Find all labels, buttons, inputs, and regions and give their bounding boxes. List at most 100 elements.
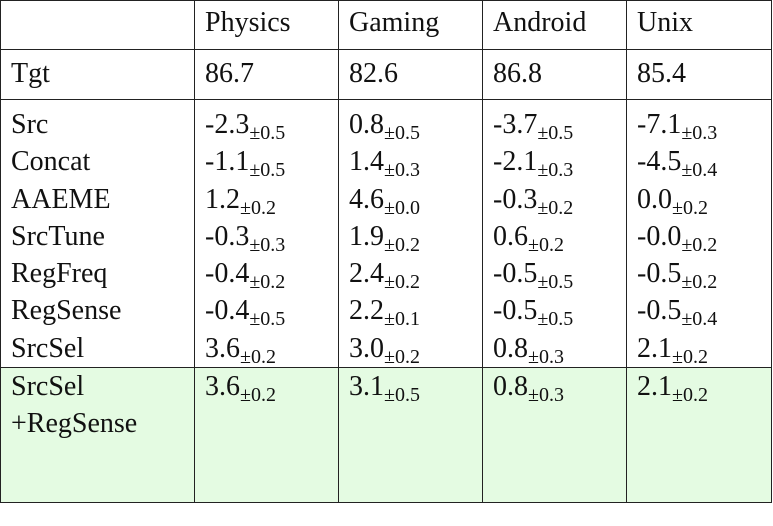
cell: -4.5±0.4 bbox=[626, 143, 772, 182]
cell-value: -0.4 bbox=[205, 258, 250, 290]
cell-std: ±0.2 bbox=[249, 271, 286, 294]
cell: -0.4±0.5 bbox=[194, 292, 339, 331]
row-label: Tgt bbox=[0, 49, 195, 100]
row-label: Concat bbox=[0, 143, 195, 181]
cell-value: -2.3 bbox=[205, 109, 250, 140]
row-label: SrcSel +RegSense bbox=[0, 367, 195, 504]
cell-std: ±0.2 bbox=[681, 233, 718, 256]
cell-std: ±0.2 bbox=[672, 345, 708, 368]
cell: 1.9±0.2 bbox=[338, 217, 483, 256]
cell-value: -0.5 bbox=[637, 258, 682, 290]
cell: -0.5±0.5 bbox=[482, 292, 627, 331]
cell: -1.1±0.5 bbox=[194, 143, 339, 181]
header-cell-physics: Physics bbox=[194, 0, 339, 50]
table-row: SrcSel 3.6±0.2 3.0±0.2 0.8±0.3 2.1±0.2 bbox=[0, 329, 772, 368]
cell-std: ±0.5 bbox=[249, 308, 286, 331]
cell-std: ±0.3 bbox=[528, 345, 564, 368]
row-label: SrcTune bbox=[0, 217, 195, 256]
cell: -0.3±0.3 bbox=[194, 217, 339, 256]
cell-std: ±0.5 bbox=[384, 122, 420, 144]
cell-std: ±0.4 bbox=[681, 159, 718, 182]
cell: -0.3±0.2 bbox=[482, 180, 627, 219]
cell-value: -0.4 bbox=[205, 295, 250, 327]
cell-std: ±0.3 bbox=[681, 122, 718, 144]
cell-std: ±0.2 bbox=[240, 196, 276, 219]
row-label-line1: SrcSel bbox=[11, 371, 85, 403]
cell: -2.1±0.3 bbox=[482, 143, 627, 181]
cell-std: ±0.2 bbox=[672, 196, 708, 219]
row-label: Src bbox=[0, 99, 195, 144]
cell: 2.1±0.2 bbox=[626, 367, 772, 504]
cell-value: -2.1 bbox=[493, 146, 538, 178]
cell: 3.6±0.2 bbox=[194, 329, 339, 368]
cell-value: 0.0 bbox=[637, 183, 672, 215]
header-row: Physics Gaming Android Unix bbox=[0, 0, 772, 50]
table-row: RegSense -0.4±0.5 2.2±0.1 -0.5±0.5 -0.5±0.4 bbox=[0, 292, 772, 331]
table-row: AAEME 1.2±0.2 4.6±0.0 -0.3±0.2 0.0±0.2 bbox=[0, 180, 772, 219]
cell: -0.0±0.2 bbox=[626, 217, 772, 256]
cell: 86.8 bbox=[482, 49, 627, 100]
cell: 3.6±0.2 bbox=[194, 367, 339, 504]
cell: 86.7 bbox=[194, 49, 339, 100]
cell-value: 3.6 bbox=[205, 371, 240, 403]
cell-value: 2.1 bbox=[637, 332, 672, 364]
cell-value: 1.4 bbox=[349, 146, 384, 178]
cell-std: ±0.2 bbox=[537, 196, 574, 219]
cell-std: ±0.2 bbox=[240, 384, 276, 407]
cell-value: -4.5 bbox=[637, 146, 682, 178]
cell-value: 0.8 bbox=[493, 371, 528, 403]
cell-value: 0.8 bbox=[493, 332, 528, 364]
table-row: Src -2.3±0.5 0.8±0.5 -3.7±0.5 -7.1±0.3 bbox=[0, 99, 772, 144]
cell-value: 2.2 bbox=[349, 295, 384, 327]
cell: 2.2±0.1 bbox=[338, 292, 483, 331]
cell-value: 3.1 bbox=[349, 371, 384, 403]
header-cell-gaming: Gaming bbox=[338, 0, 483, 50]
cell: 85.4 bbox=[626, 49, 772, 100]
highlighted-row: SrcSel +RegSense 3.6±0.2 3.1±0.5 0.8±0.3 2.1±… bbox=[0, 367, 772, 504]
cell-std: ±0.2 bbox=[528, 233, 564, 256]
cell: -0.5±0.5 bbox=[482, 255, 627, 294]
cell: 0.8±0.3 bbox=[482, 367, 627, 504]
cell-std: ±0.3 bbox=[249, 233, 286, 256]
cell-std: ±0.5 bbox=[537, 122, 574, 144]
cell-value: 3.0 bbox=[349, 332, 384, 364]
table-row: SrcTune -0.3±0.3 1.9±0.2 0.6±0.2 -0.0±0.2 bbox=[0, 217, 772, 256]
cell: -0.5±0.4 bbox=[626, 292, 772, 330]
cell-std: ±0.2 bbox=[240, 345, 276, 368]
cell: 2.4±0.2 bbox=[338, 255, 483, 294]
cell: 0.6±0.2 bbox=[482, 217, 627, 256]
header-cell-empty bbox=[0, 0, 195, 50]
cell-value: -0.5 bbox=[637, 295, 682, 327]
row-label: RegFreq bbox=[0, 255, 195, 293]
cell-value: 2.1 bbox=[637, 371, 672, 403]
cell: 4.6±0.0 bbox=[338, 180, 483, 218]
cell-value: 0.6 bbox=[493, 220, 528, 252]
cell: -2.3±0.5 bbox=[194, 99, 339, 144]
row-label: RegSense bbox=[0, 292, 195, 330]
cell-std: ±0.5 bbox=[537, 271, 574, 294]
cell-value: -7.1 bbox=[637, 109, 682, 140]
header-cell-android: Android bbox=[482, 0, 627, 50]
cell-std: ±0.1 bbox=[384, 308, 420, 331]
cell-value: 2.4 bbox=[349, 258, 384, 290]
cell-value: 4.6 bbox=[349, 183, 384, 215]
cell: 1.4±0.3 bbox=[338, 143, 483, 181]
cell: 82.6 bbox=[338, 49, 483, 100]
cell-value: -1.1 bbox=[205, 146, 250, 178]
cell: 1.2±0.2 bbox=[194, 180, 339, 219]
cell: 2.1±0.2 bbox=[626, 329, 772, 368]
cell-value: -0.5 bbox=[493, 295, 538, 327]
row-label: SrcSel bbox=[0, 329, 195, 368]
cell: 0.0±0.2 bbox=[626, 180, 772, 219]
cell-std: ±0.5 bbox=[249, 122, 286, 144]
cell-value: -0.3 bbox=[205, 220, 250, 252]
cell-std: ±0.2 bbox=[384, 271, 420, 294]
cell: 0.8±0.5 bbox=[338, 99, 483, 144]
table-row: RegFreq -0.4±0.2 2.4±0.2 -0.5±0.5 -0.5±0.2 bbox=[0, 255, 772, 294]
cell-std: ±0.5 bbox=[537, 308, 574, 331]
cell-std: ±0.2 bbox=[384, 345, 420, 368]
cell-value: 3.6 bbox=[205, 332, 240, 364]
cell: 3.0±0.2 bbox=[338, 329, 483, 368]
cell: -7.1±0.3 bbox=[626, 99, 772, 144]
cell: -0.5±0.2 bbox=[626, 255, 772, 293]
